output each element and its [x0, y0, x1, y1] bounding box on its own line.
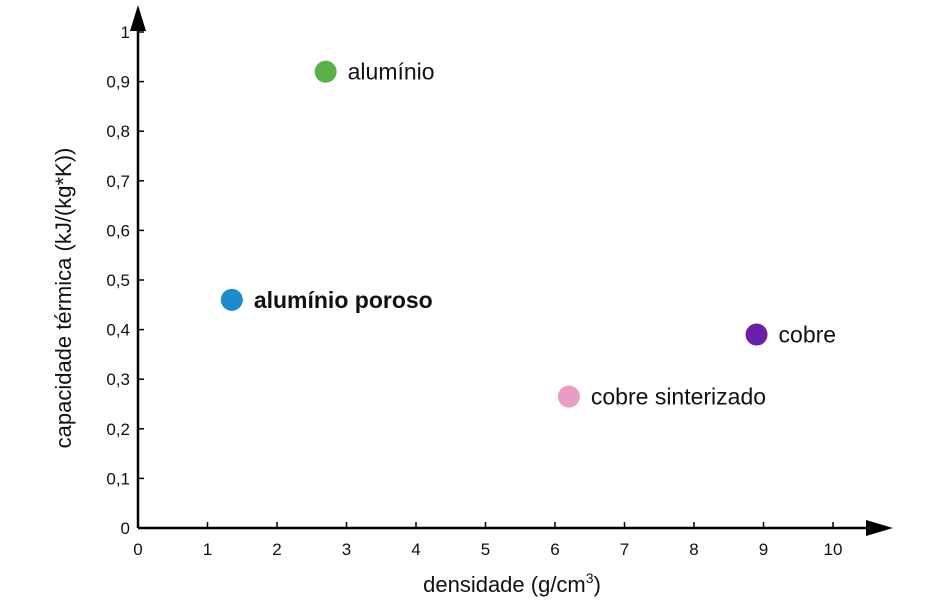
x-tick-label: 8: [689, 540, 698, 559]
data-points: alumínio alumínio poroso cobre cobre sinter…: [220, 59, 837, 410]
y-tick-label: 0,9: [106, 73, 130, 92]
y-ticks: 0 0,1 0,2 0,3 0,4 0,5 0,6 0,7 0,8 0,9 1: [106, 23, 144, 538]
y-tick-label: 0,1: [106, 469, 130, 488]
data-point: [314, 60, 337, 83]
x-tick-label: 9: [759, 540, 768, 559]
y-tick-label: 0,7: [106, 172, 130, 191]
x-tick-label: 4: [411, 540, 420, 559]
x-axis-title-text: densidade (g/cm: [423, 572, 586, 597]
data-point: [220, 288, 243, 311]
y-tick-label: 0,8: [106, 122, 130, 141]
x-tick-label: 6: [550, 540, 559, 559]
axes: [130, 5, 893, 536]
y-tick-label: 0,5: [106, 271, 130, 290]
x-tick-label: 0: [133, 540, 142, 559]
x-axis-title-superscript: 3: [586, 570, 594, 586]
data-point: [557, 385, 580, 408]
x-tick-label: 3: [342, 540, 351, 559]
data-point: [745, 323, 768, 346]
x-tick-label: 7: [620, 540, 629, 559]
x-axis-title-close: ): [594, 572, 601, 597]
y-tick-label: 0: [121, 519, 130, 538]
y-axis-arrow-icon: [130, 5, 146, 31]
x-ticks: 0 1 2 3 4 5 6 7 8 9 10: [133, 522, 842, 559]
x-tick-label: 5: [481, 540, 490, 559]
x-axis-title: densidade (g/cm3): [423, 570, 601, 597]
data-point-label: alumínio poroso: [254, 287, 433, 313]
data-point-label: cobre sinterizado: [591, 384, 766, 410]
x-tick-label: 2: [272, 540, 281, 559]
y-tick-label: 0,2: [106, 420, 130, 439]
y-tick-label: 0,4: [106, 321, 130, 340]
data-point-label: cobre: [779, 322, 837, 348]
y-tick-label: 1: [121, 23, 130, 42]
x-tick-label: 10: [824, 540, 843, 559]
data-point-label: alumínio: [348, 59, 435, 85]
x-axis-arrow-icon: [866, 520, 893, 536]
y-tick-label: 0,3: [106, 370, 130, 389]
y-tick-label: 0,6: [106, 221, 130, 240]
x-tick-label: 1: [203, 540, 212, 559]
y-axis-title: capacidade térmica (kJ/(kg*K)): [51, 148, 76, 449]
